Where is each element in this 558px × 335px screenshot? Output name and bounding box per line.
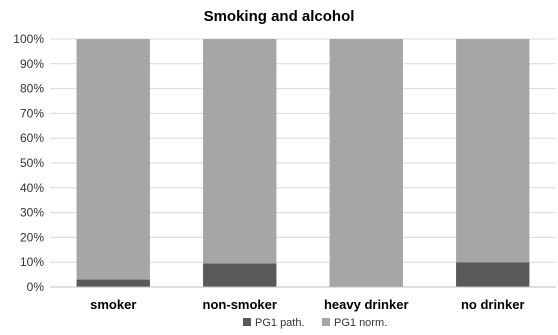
legend-swatch bbox=[243, 318, 251, 326]
y-tick-label: 20% bbox=[20, 230, 44, 244]
chart-title: Smoking and alcohol bbox=[203, 8, 355, 25]
y-tick-label: 30% bbox=[20, 206, 44, 220]
x-category-label: heavy drinker bbox=[324, 297, 409, 312]
bar-segment-norm bbox=[203, 39, 277, 264]
x-category-label: non-smoker bbox=[203, 297, 277, 312]
bar-segment-norm bbox=[456, 39, 530, 263]
y-tick-label: 100% bbox=[13, 32, 44, 46]
bar-segment-path bbox=[76, 279, 150, 287]
x-category-label: no drinker bbox=[461, 297, 525, 312]
bar-segment-path bbox=[456, 262, 530, 287]
bar-segment-path bbox=[203, 263, 277, 287]
y-tick-label: 40% bbox=[20, 181, 44, 195]
y-tick-label: 60% bbox=[20, 131, 44, 145]
y-tick-label: 0% bbox=[27, 280, 45, 294]
y-tick-label: 90% bbox=[20, 57, 44, 71]
y-tick-label: 50% bbox=[20, 156, 44, 170]
bar-segment-norm bbox=[76, 39, 150, 280]
x-category-label: smoker bbox=[90, 297, 136, 312]
y-tick-label: 80% bbox=[20, 82, 44, 96]
y-tick-label: 70% bbox=[20, 106, 44, 120]
legend-swatch bbox=[322, 318, 330, 326]
bar-segment-norm bbox=[329, 39, 403, 287]
y-tick-label: 10% bbox=[20, 255, 44, 269]
legend-label: PG1 path. bbox=[255, 317, 305, 329]
legend-label: PG1 norm. bbox=[334, 317, 387, 329]
